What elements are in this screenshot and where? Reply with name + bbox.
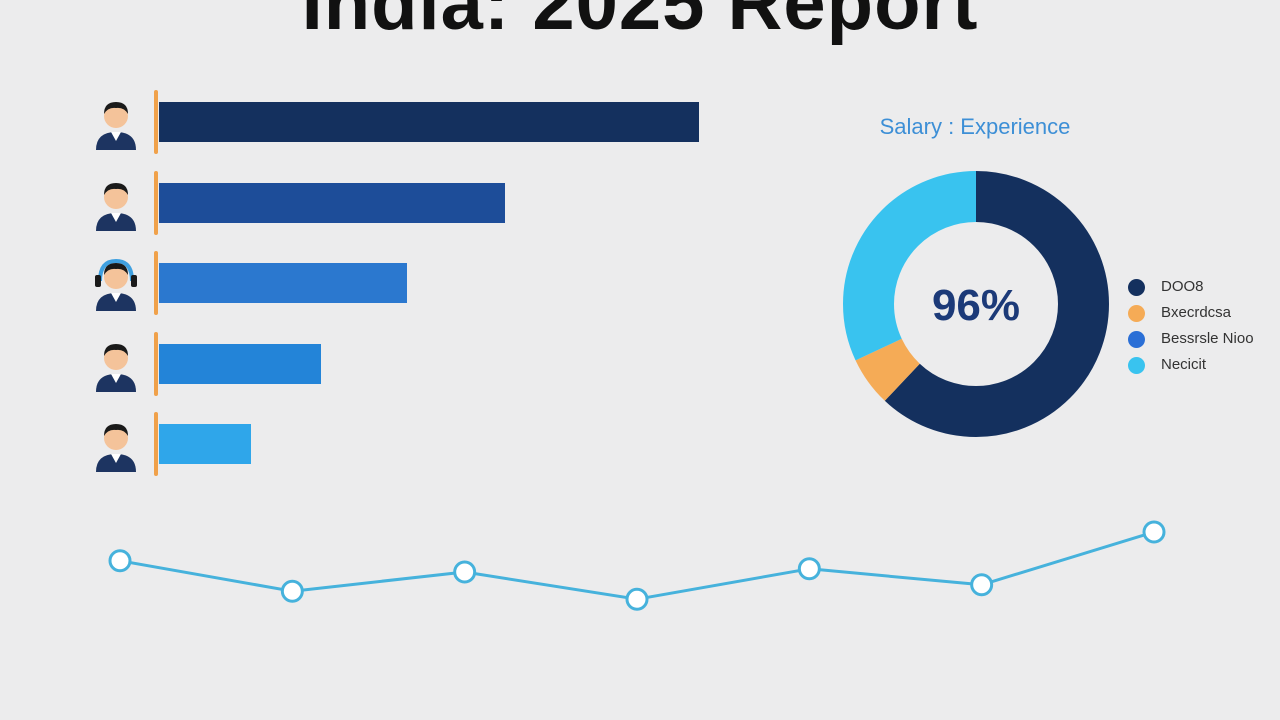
bar	[159, 424, 251, 464]
legend-label: Bxecrdcsa	[1161, 304, 1232, 321]
bar-row	[80, 412, 780, 476]
person-avatar-icon	[88, 416, 144, 472]
donut-chart: 96%	[843, 171, 1109, 437]
line-point	[1142, 520, 1166, 544]
legend-swatch	[1128, 305, 1145, 322]
line-point	[625, 587, 649, 611]
legend-swatch	[1128, 357, 1145, 374]
bar	[159, 343, 321, 384]
line-point	[970, 573, 994, 597]
bar-chart	[80, 90, 780, 490]
bar-row	[80, 90, 780, 154]
line-point	[453, 560, 477, 584]
bar	[159, 102, 699, 142]
bar-axis-tick	[154, 412, 158, 476]
bar-axis-tick	[154, 90, 158, 154]
person-avatar-icon	[88, 94, 144, 150]
bar	[159, 263, 407, 303]
donut-center-label: 96%	[932, 281, 1020, 330]
person-avatar-icon	[88, 336, 144, 392]
legend-swatch	[1128, 331, 1145, 348]
person-headset-avatar-icon	[88, 255, 144, 311]
legend-item: DOO8	[1128, 276, 1278, 302]
line-chart	[108, 520, 1166, 611]
legend-label: DOO8	[1161, 278, 1204, 295]
bar-axis-tick	[154, 251, 158, 315]
legend-item: Bxecrdcsa	[1128, 302, 1278, 328]
legend-item: Necicit	[1128, 354, 1278, 380]
bar-row	[80, 170, 780, 235]
legend-label: Bessrsle Nioo	[1161, 330, 1254, 347]
line-point	[280, 579, 304, 603]
line-point	[797, 557, 821, 581]
bar-axis-tick	[154, 170, 158, 235]
bar-row	[80, 251, 780, 315]
bar	[159, 182, 505, 223]
line-point	[108, 549, 132, 573]
bar-row	[80, 331, 780, 396]
donut-chart-title: Salary : Experience	[879, 114, 1071, 139]
page-title: India: 2025 Report	[301, 0, 979, 46]
donut-slice	[843, 171, 1109, 437]
donut-legend: DOO8 Bxecrdcsa Bessrsle Nioo Necicit	[1128, 276, 1278, 380]
legend-item: Bessrsle Nioo	[1128, 328, 1278, 354]
legend-label: Necicit	[1161, 356, 1207, 373]
bar-axis-tick	[154, 331, 158, 396]
person-avatar-icon	[88, 175, 144, 231]
legend-swatch	[1128, 279, 1145, 296]
